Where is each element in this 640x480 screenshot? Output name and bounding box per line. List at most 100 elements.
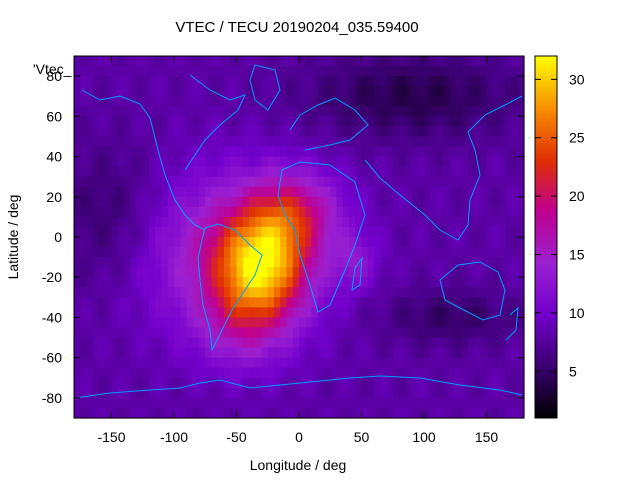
- heatmap-cell: [374, 186, 381, 198]
- heatmap-cell: [130, 186, 138, 198]
- heatmap-cell: [461, 297, 469, 308]
- heatmap-cell: [186, 297, 194, 308]
- heatmap-cell: [280, 237, 288, 248]
- heatmap-cell: [455, 106, 463, 117]
- heatmap-cell: [80, 257, 88, 268]
- heatmap-cell: [186, 56, 194, 67]
- heatmap-cell: [192, 146, 200, 158]
- heatmap-cell: [192, 176, 200, 188]
- heatmap-cell: [255, 156, 263, 168]
- heatmap-cell: [399, 196, 406, 208]
- heatmap-cell: [367, 337, 375, 349]
- heatmap-cell: [86, 267, 94, 278]
- heatmap-cell: [167, 257, 175, 268]
- heatmap-cell: [199, 307, 206, 319]
- heatmap-cell: [342, 257, 350, 268]
- heatmap-cell: [130, 136, 138, 148]
- heatmap-cell: [117, 196, 125, 208]
- heatmap-cell: [249, 327, 256, 339]
- heatmap-cell: [211, 216, 219, 228]
- heatmap-cell: [305, 337, 313, 349]
- heatmap-cell: [380, 237, 388, 248]
- heatmap-cell: [111, 257, 119, 268]
- heatmap-cell: [130, 287, 138, 298]
- heatmap-cell: [130, 116, 138, 127]
- heatmap-cell: [486, 387, 494, 399]
- heatmap-cell: [424, 287, 431, 298]
- heatmap-cell: [255, 206, 263, 218]
- heatmap-cell: [180, 56, 188, 67]
- heatmap-cell: [392, 387, 400, 399]
- heatmap-cell: [124, 176, 131, 188]
- heatmap-cell: [242, 146, 250, 158]
- heatmap-cell: [317, 237, 325, 248]
- heatmap-cell: [517, 126, 525, 138]
- heatmap-cell: [80, 347, 88, 359]
- heatmap-cell: [117, 257, 125, 268]
- heatmap-cell: [142, 66, 150, 77]
- heatmap-cell: [461, 56, 469, 67]
- heatmap-cell: [249, 216, 256, 228]
- heatmap-cell: [511, 287, 519, 298]
- heatmap-cell: [249, 226, 256, 238]
- heatmap-cell: [486, 267, 494, 278]
- heatmap-cell: [286, 106, 294, 117]
- heatmap-cell: [149, 136, 156, 148]
- heatmap-cell: [442, 116, 450, 127]
- heatmap-cell: [292, 56, 300, 67]
- heatmap-cell: [299, 76, 306, 87]
- heatmap-cell: [505, 196, 513, 208]
- heatmap-cell: [336, 96, 344, 107]
- heatmap-cell: [405, 237, 413, 248]
- heatmap-cell: [136, 96, 144, 107]
- heatmap-cell: [374, 206, 381, 218]
- heatmap-cell: [167, 267, 175, 278]
- heatmap-cell: [286, 307, 294, 319]
- heatmap-cell: [105, 247, 113, 258]
- heatmap-cell: [517, 76, 525, 87]
- heatmap-cell: [242, 407, 250, 419]
- heatmap-cell: [111, 216, 119, 228]
- heatmap-cell: [386, 86, 394, 97]
- heatmap-cell: [242, 287, 250, 298]
- heatmap-cell: [336, 237, 344, 248]
- heatmap-cell: [505, 277, 513, 288]
- heatmap-cell: [436, 297, 444, 308]
- heatmap-cell: [180, 327, 188, 339]
- heatmap-cell: [149, 176, 156, 188]
- heatmap-cell: [449, 176, 456, 188]
- heatmap-cell: [217, 387, 225, 399]
- heatmap-cell: [492, 327, 500, 339]
- heatmap-cell: [349, 377, 356, 389]
- heatmap-cell: [180, 96, 188, 107]
- heatmap-cell: [217, 176, 225, 188]
- heatmap-cell: [399, 136, 406, 148]
- heatmap-cell: [74, 347, 81, 359]
- heatmap-cell: [230, 106, 238, 117]
- heatmap-cell: [111, 297, 119, 308]
- heatmap-cell: [486, 66, 494, 77]
- heatmap-cell: [142, 156, 150, 168]
- heatmap-cell: [492, 367, 500, 379]
- heatmap-cell: [205, 116, 213, 127]
- heatmap-cell: [380, 206, 388, 218]
- heatmap-cell: [74, 247, 81, 258]
- heatmap-cell: [480, 297, 488, 308]
- heatmap-cell: [355, 407, 363, 419]
- heatmap-cell: [449, 166, 456, 178]
- heatmap-cell: [130, 237, 138, 248]
- heatmap-cell: [386, 377, 394, 389]
- heatmap-cell: [380, 116, 388, 127]
- heatmap-cell: [511, 407, 519, 419]
- heatmap-cell: [430, 307, 438, 319]
- heatmap-cell: [517, 317, 525, 329]
- heatmap-cell: [305, 56, 313, 67]
- heatmap-cell: [155, 76, 163, 87]
- heatmap-cell: [142, 257, 150, 268]
- heatmap-cell: [242, 56, 250, 67]
- heatmap-cell: [155, 377, 163, 389]
- heatmap-cell: [167, 56, 175, 67]
- heatmap-cell: [505, 156, 513, 168]
- heatmap-cell: [461, 136, 469, 148]
